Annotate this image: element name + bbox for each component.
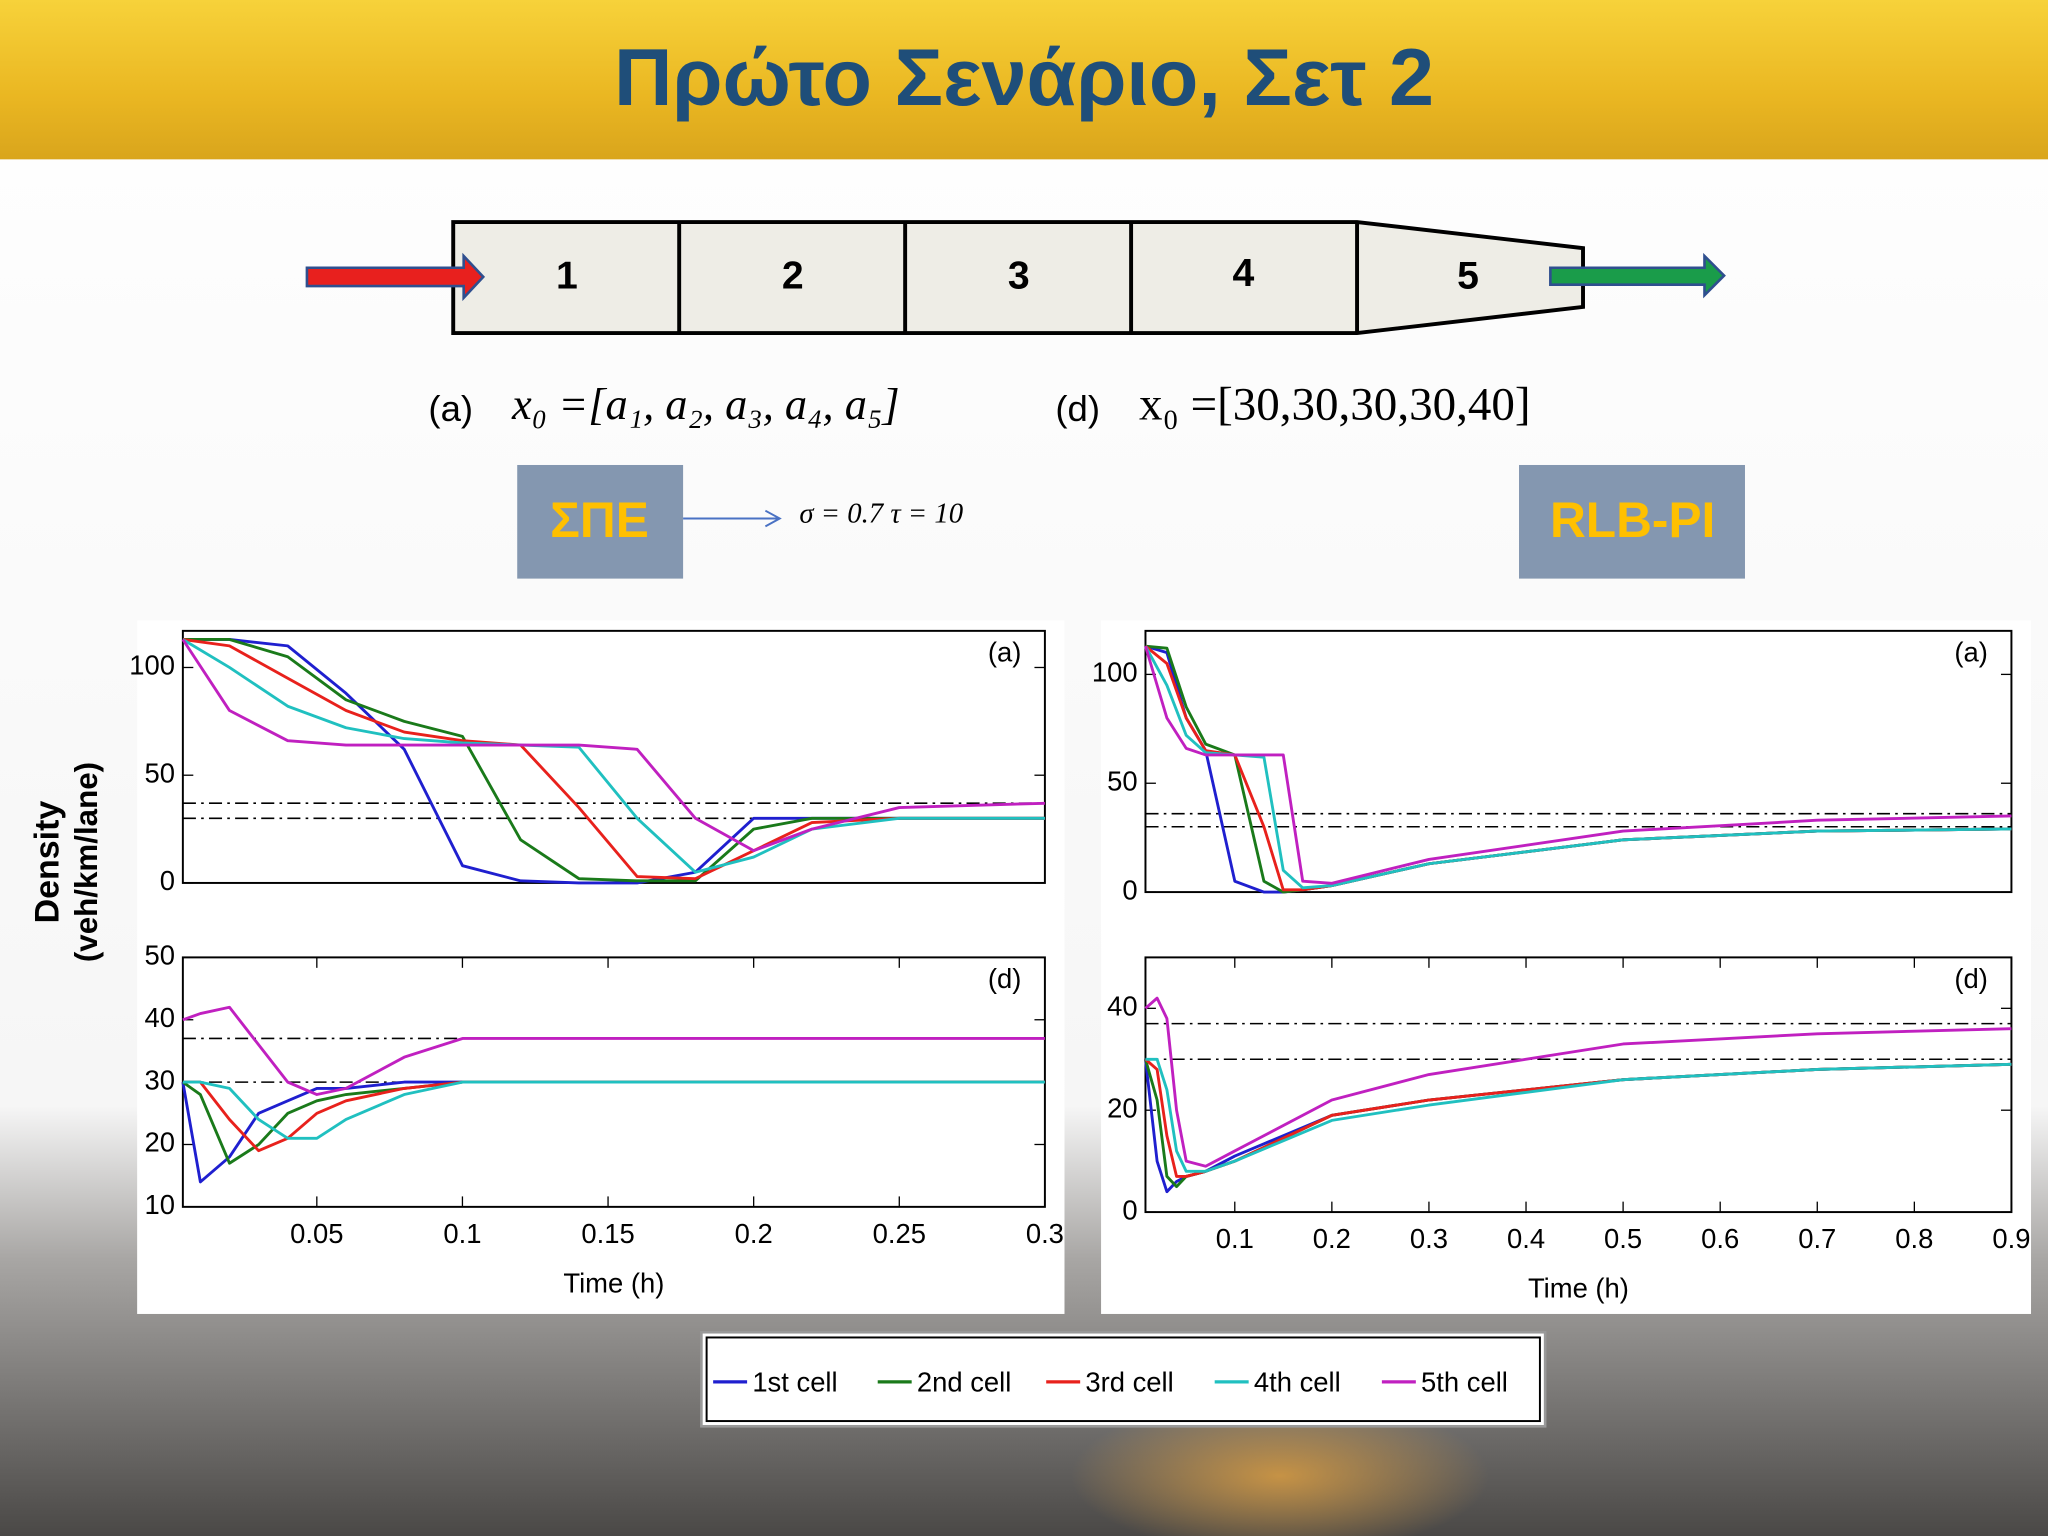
plot-frame [181,629,1046,884]
y-tick-label: 0 [160,865,175,896]
x-tick-label: 0.8 [1895,1223,1933,1254]
series-line [182,638,1045,881]
x-tick-label: 0.15 [581,1218,634,1249]
x-tick-label: 0.5 [1604,1223,1642,1254]
cell-label: 4 [1233,252,1255,295]
series-line [182,1080,1045,1140]
charts: 0 50 100 (a) 10 20 30 40 50 0.05 0.1 0.15 0.2 0.25 0.3… [129,629,2030,1398]
x-tick-label: 0.1 [443,1218,481,1249]
x-tick-label: 0.4 [1507,1223,1545,1254]
x-axis-label: Time (h) [1528,1273,1629,1304]
method-params: σ = 0.7 τ = 10 [799,498,963,530]
inflow-arrow [305,252,486,302]
y-tick-label: 50 [145,940,175,971]
legend-label: 3rd cell [1085,1367,1173,1398]
legend [700,1330,1547,1428]
legend-frame [705,1336,1541,1423]
series-line [1145,1057,2012,1173]
cell-label: 5 [1457,255,1479,298]
series-line [1144,645,2012,890]
legend-label: 4th cell [1254,1367,1341,1398]
series-line [1144,996,2012,1168]
method-box [517,464,684,579]
cell-diagram [451,220,1585,336]
x-tick-label: 0.3 [1026,1218,1064,1249]
series-line [182,1005,1045,1096]
y-tick-label: 10 [145,1189,175,1220]
outflow-arrow [1549,252,1726,299]
method-label: ΣΠΕ [550,492,649,548]
series-line [1144,645,2012,885]
method-box [1519,464,1745,579]
y-tick-label: 0 [1122,1194,1137,1225]
cell-label: 2 [782,255,804,298]
cell-label: 1 [556,255,578,298]
x-tick-label: 0.2 [1313,1223,1351,1254]
y-tick-label: 20 [145,1127,175,1158]
legend-label: 1st cell [752,1367,837,1398]
y-axis-label: (veh/km/lane) [69,762,104,962]
plot-frame [1144,629,2013,894]
x-tick-label: 0.3 [1410,1223,1448,1254]
x-tick-label: 0.9 [1992,1223,2030,1254]
x-tick-label: 0.7 [1798,1223,1836,1254]
formula: x₀ =[30,30,30,30,40] [1139,379,1531,431]
x-axis-label: Time (h) [563,1267,664,1298]
y-tick-label: 50 [1107,765,1137,796]
x-tick-label: 0.05 [290,1218,343,1249]
legend-label: 2nd cell [917,1367,1011,1398]
slide-title: Πρώτο Σενάριο, Σετ 2 [614,33,1434,123]
panel-annotation: (d) [1954,963,1988,994]
y-tick-label: 0 [1122,874,1137,905]
y-tick-label: 20 [1107,1092,1137,1123]
title-band [0,0,2048,160]
x-tick-label: 0.2 [735,1218,773,1249]
legend-label: 5th cell [1421,1367,1508,1398]
formula-label: (d) [1055,388,1100,429]
panel-annotation: (d) [988,963,1022,994]
x-tick-label: 0.1 [1216,1223,1254,1254]
y-tick-label: 100 [129,650,175,681]
formula-label: (a) [428,388,473,429]
series-line [181,638,1045,853]
y-tick-label: 40 [145,1002,175,1033]
param-arrow-head [764,509,782,528]
y-tick-label: 40 [1107,991,1137,1022]
formula: x₀ =[a₁, a₂, a₃, a₄, a₅] [511,379,900,429]
x-tick-label: 0.6 [1701,1223,1739,1254]
method-label: RLB-PI [1550,492,1715,548]
panel-annotation: (a) [1954,637,1988,668]
panel-annotation: (a) [988,637,1022,668]
y-axis-label: Density [29,801,67,924]
series-line [182,638,1045,885]
series-line [182,638,1045,883]
y-tick-label: 50 [145,757,175,788]
x-tick-label: 0.25 [873,1218,926,1249]
road-highlight [1071,1397,1489,1536]
cell-label: 3 [1008,255,1030,298]
y-tick-label: 30 [145,1064,175,1095]
y-tick-label: 100 [1092,657,1138,688]
